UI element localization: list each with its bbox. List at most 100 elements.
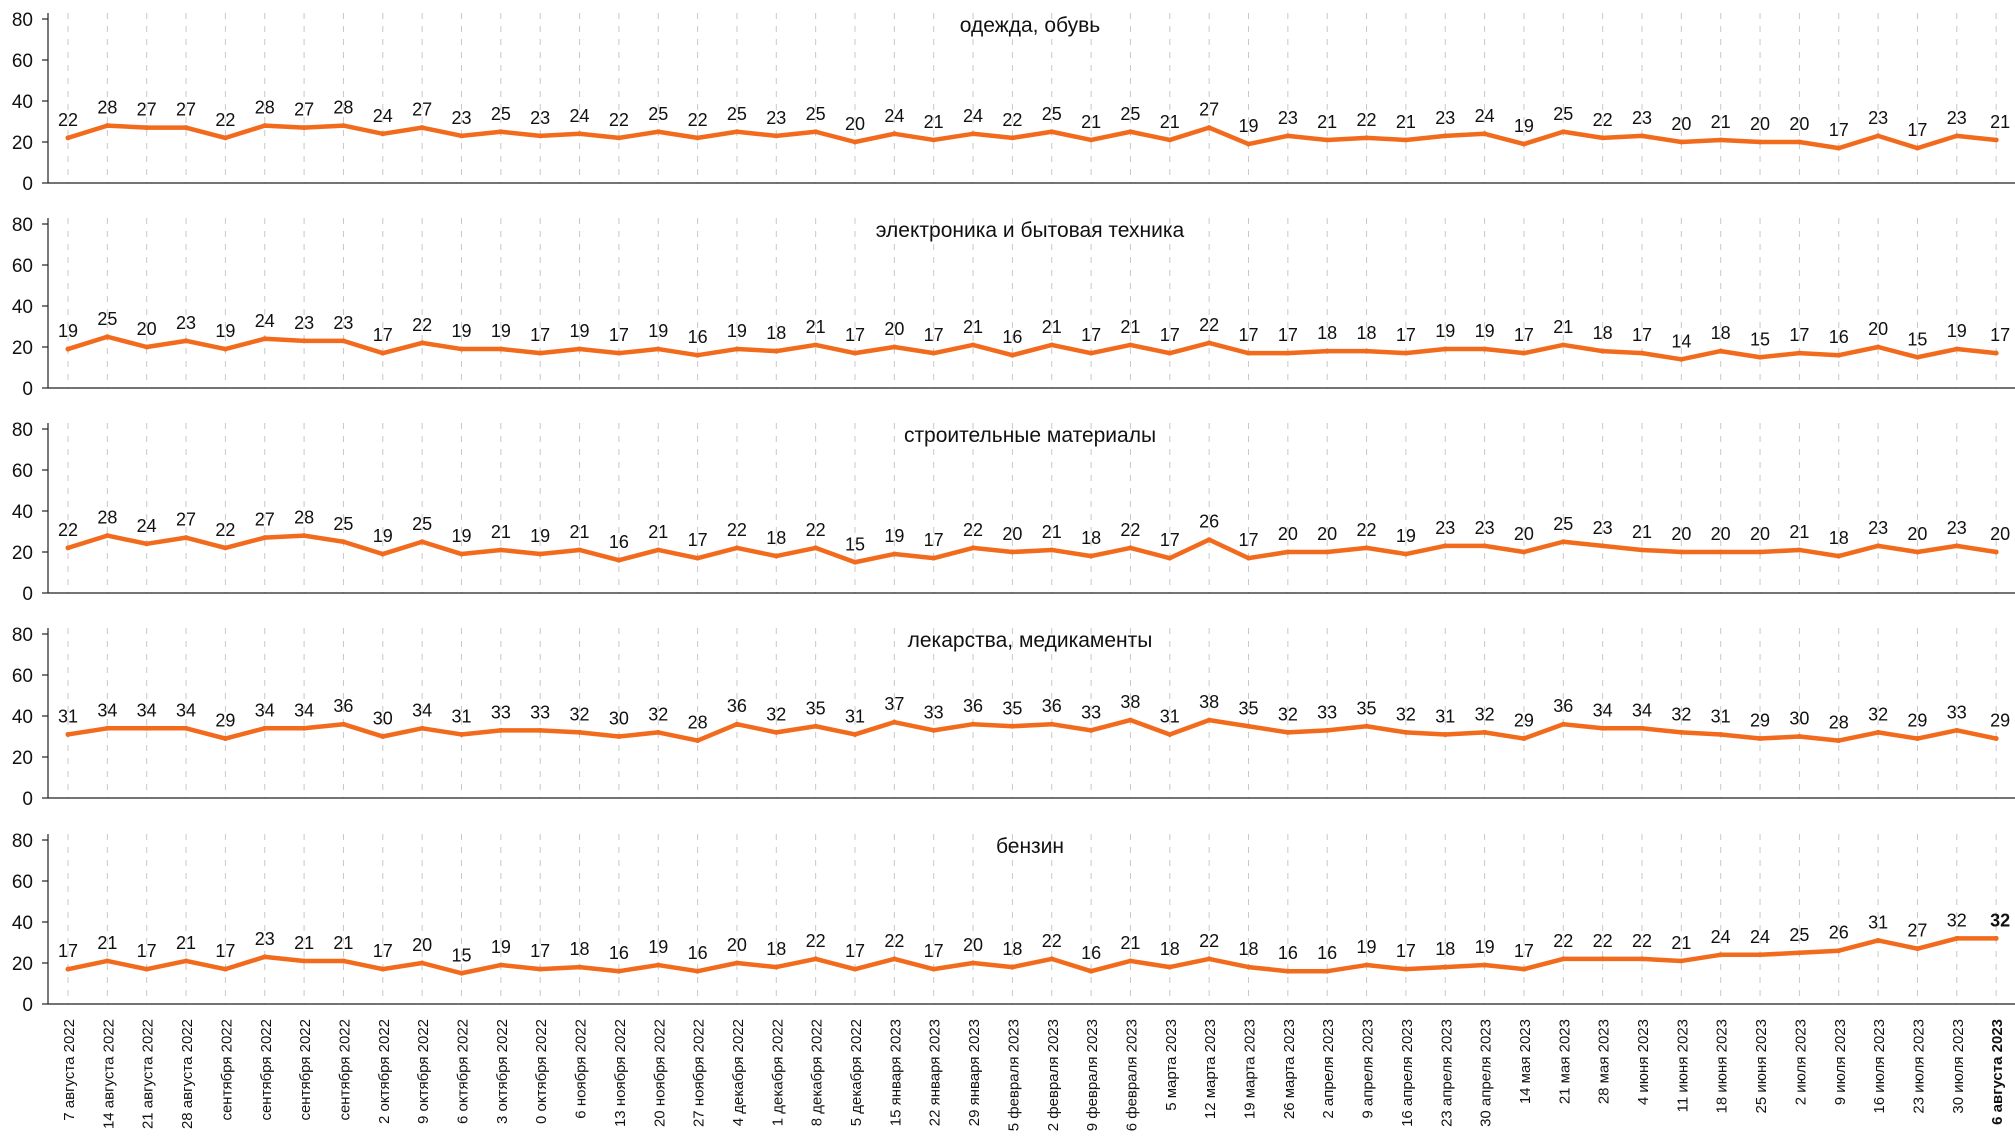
data-point (498, 346, 504, 352)
data-label: 24 (137, 516, 157, 536)
data-label: 17 (1907, 120, 1927, 140)
x-tick-label: 6 августа 2023 (1989, 1019, 2006, 1125)
data-label: 31 (1435, 706, 1455, 726)
data-label: 21 (333, 933, 353, 953)
data-label: 19 (58, 321, 78, 341)
data-label: 32 (766, 704, 786, 724)
data-label: 25 (648, 104, 668, 124)
data-label: 23 (176, 313, 196, 333)
data-label: 24 (1750, 927, 1770, 947)
data-point (183, 338, 189, 344)
data-point (970, 960, 976, 966)
data-label: 15 (1907, 329, 1927, 349)
data-label: 16 (688, 943, 708, 963)
data-label: 17 (845, 325, 865, 345)
data-label: 17 (1990, 325, 2010, 345)
data-label: 17 (215, 941, 235, 961)
data-point (144, 344, 150, 350)
data-label: 32 (1947, 910, 1967, 930)
data-label: 22 (806, 520, 826, 540)
data-label: 16 (1081, 943, 1101, 963)
data-label: 35 (806, 698, 826, 718)
data-label: 21 (1990, 112, 2010, 132)
data-point (1757, 139, 1763, 145)
data-point (301, 725, 307, 731)
data-point (1482, 729, 1488, 735)
y-tick-label: 40 (12, 92, 33, 113)
data-point (1246, 723, 1251, 729)
data-point (1560, 721, 1566, 727)
data-label: 32 (1671, 704, 1691, 724)
data-label: 32 (1396, 704, 1416, 724)
data-point (577, 547, 583, 553)
data-label: 17 (58, 941, 78, 961)
data-point (144, 725, 150, 731)
data-label: 31 (1711, 706, 1731, 726)
x-tick-label: 21 мая 2023 (1556, 1019, 1573, 1104)
data-point (813, 129, 819, 135)
x-tick-label: 27 ноября 2022 (691, 1019, 708, 1127)
x-tick-label: 8 декабря 2022 (809, 1019, 826, 1126)
data-point (1167, 555, 1173, 561)
data-point (1324, 968, 1330, 974)
data-point (1914, 549, 1920, 555)
data-label: 20 (1317, 524, 1337, 544)
data-point (104, 958, 110, 964)
data-point (459, 731, 464, 737)
data-point (1088, 727, 1094, 733)
data-point (891, 551, 897, 557)
x-tick-label: 4 декабря 2022 (730, 1019, 747, 1126)
y-tick-label: 80 (12, 215, 33, 236)
data-label: 22 (1357, 110, 1377, 130)
x-tick-label: 4 июня 2023 (1635, 1019, 1652, 1105)
data-label: 22 (1199, 315, 1219, 335)
data-point (301, 958, 307, 964)
data-point (1482, 131, 1488, 137)
data-point (695, 352, 701, 358)
data-point (1285, 350, 1291, 356)
data-point (813, 342, 819, 348)
data-label: 16 (1829, 327, 1849, 347)
data-label: 19 (1435, 321, 1455, 341)
data-point (1482, 962, 1488, 968)
data-point (734, 545, 740, 551)
data-label: 16 (1278, 943, 1298, 963)
y-tick-label: 80 (12, 831, 33, 852)
data-label: 22 (1553, 931, 1573, 951)
data-point (695, 555, 701, 561)
data-label: 24 (1711, 927, 1731, 947)
series-line (65, 533, 1999, 565)
panel-title: одежда, обувь (960, 14, 1100, 37)
panel-3: 0 20 40 60 80 строительные материалы 22 28 24 27 2… (12, 420, 2015, 605)
data-point (262, 123, 268, 129)
data-point (65, 545, 71, 551)
data-label: 17 (137, 941, 157, 961)
data-point (1442, 133, 1448, 139)
data-point (380, 734, 386, 739)
data-point (852, 559, 858, 565)
data-label: 23 (1632, 108, 1652, 128)
data-point (1836, 738, 1842, 744)
data-label: 27 (1199, 100, 1219, 120)
data-point (1246, 141, 1251, 147)
x-tick-label: 14 августа 2022 (100, 1019, 117, 1129)
data-label: 18 (1317, 323, 1337, 343)
data-label: 34 (97, 700, 117, 720)
data-label: 30 (609, 709, 629, 729)
data-label: 23 (294, 313, 314, 333)
data-point (1875, 133, 1881, 139)
y-tick-label: 40 (12, 707, 33, 728)
data-point (537, 727, 543, 733)
data-label: 23 (255, 929, 275, 949)
data-point (1993, 736, 1999, 742)
data-point (1993, 935, 1999, 941)
series-line (65, 936, 1999, 976)
data-point (459, 346, 464, 352)
data-label: 16 (1002, 327, 1022, 347)
data-point (1718, 137, 1724, 143)
data-point (1914, 354, 1920, 360)
data-point (1600, 956, 1606, 962)
data-label: 24 (963, 106, 983, 126)
data-label: 33 (491, 702, 511, 722)
